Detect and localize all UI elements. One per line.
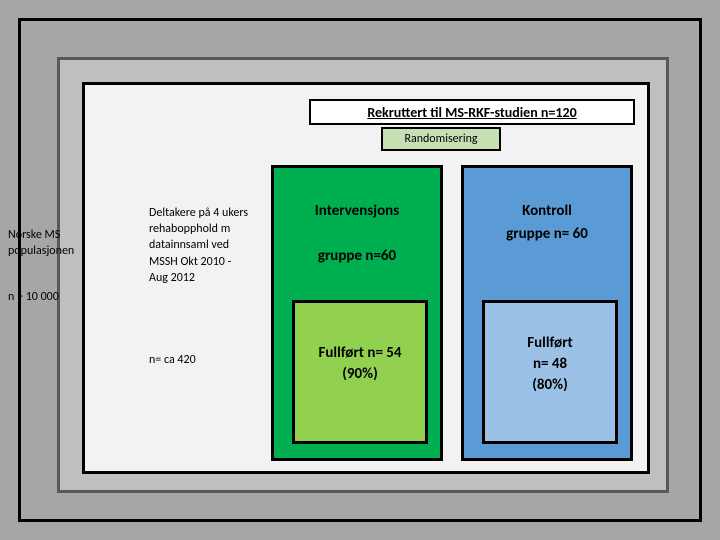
control-title-b: gruppe n= 60 bbox=[506, 225, 588, 243]
intervention-title-a: Intervensjons bbox=[315, 202, 399, 220]
outer-frame: Norske MS populasjonen n > 10 000 Rekrut… bbox=[18, 18, 702, 522]
population-label: Norske MS populasjonen bbox=[8, 228, 88, 259]
intervention-group-box: Intervensjons gruppe n=60 Fullført n= 54… bbox=[271, 165, 443, 461]
intervention-completed-b: (90%) bbox=[342, 365, 378, 383]
control-title-a: Kontroll bbox=[522, 202, 572, 220]
population-n: n > 10 000 bbox=[8, 290, 88, 304]
participants-text: Deltakere på 4 ukers rehabopphold m data… bbox=[149, 205, 249, 286]
control-completed-c: (80%) bbox=[532, 376, 568, 394]
control-title: Kontroll gruppe n= 60 bbox=[464, 200, 630, 245]
randomization-label: Randomisering bbox=[404, 132, 477, 146]
control-completed-box: Fullført n= 48 (80%) bbox=[482, 300, 618, 444]
control-completed-b: n= 48 bbox=[533, 355, 567, 373]
intervention-title: Intervensjons gruppe n=60 bbox=[274, 200, 440, 268]
intervention-completed: Fullført n= 54 (90%) bbox=[295, 343, 425, 385]
intervention-completed-a: Fullført n= 54 bbox=[318, 344, 401, 362]
intervention-completed-box: Fullført n= 54 (90%) bbox=[292, 300, 428, 444]
control-group-box: Kontroll gruppe n= 60 Fullført n= 48 (80… bbox=[461, 165, 633, 461]
randomization-box: Randomisering bbox=[381, 127, 501, 151]
recruited-box: Rekruttert til MS-RKF-studien n=120 bbox=[309, 99, 635, 125]
recruited-label: Rekruttert til MS-RKF-studien n=120 bbox=[367, 104, 576, 121]
inner-panel: Rekruttert til MS-RKF-studien n=120 Rand… bbox=[82, 82, 650, 474]
control-completed: Fullført n= 48 (80%) bbox=[485, 333, 615, 396]
intervention-title-b: gruppe n=60 bbox=[318, 247, 396, 265]
participants-n: n= ca 420 bbox=[149, 353, 249, 367]
mid-frame: Norske MS populasjonen n > 10 000 Rekrut… bbox=[57, 57, 669, 493]
control-completed-a: Fullført bbox=[527, 334, 573, 352]
